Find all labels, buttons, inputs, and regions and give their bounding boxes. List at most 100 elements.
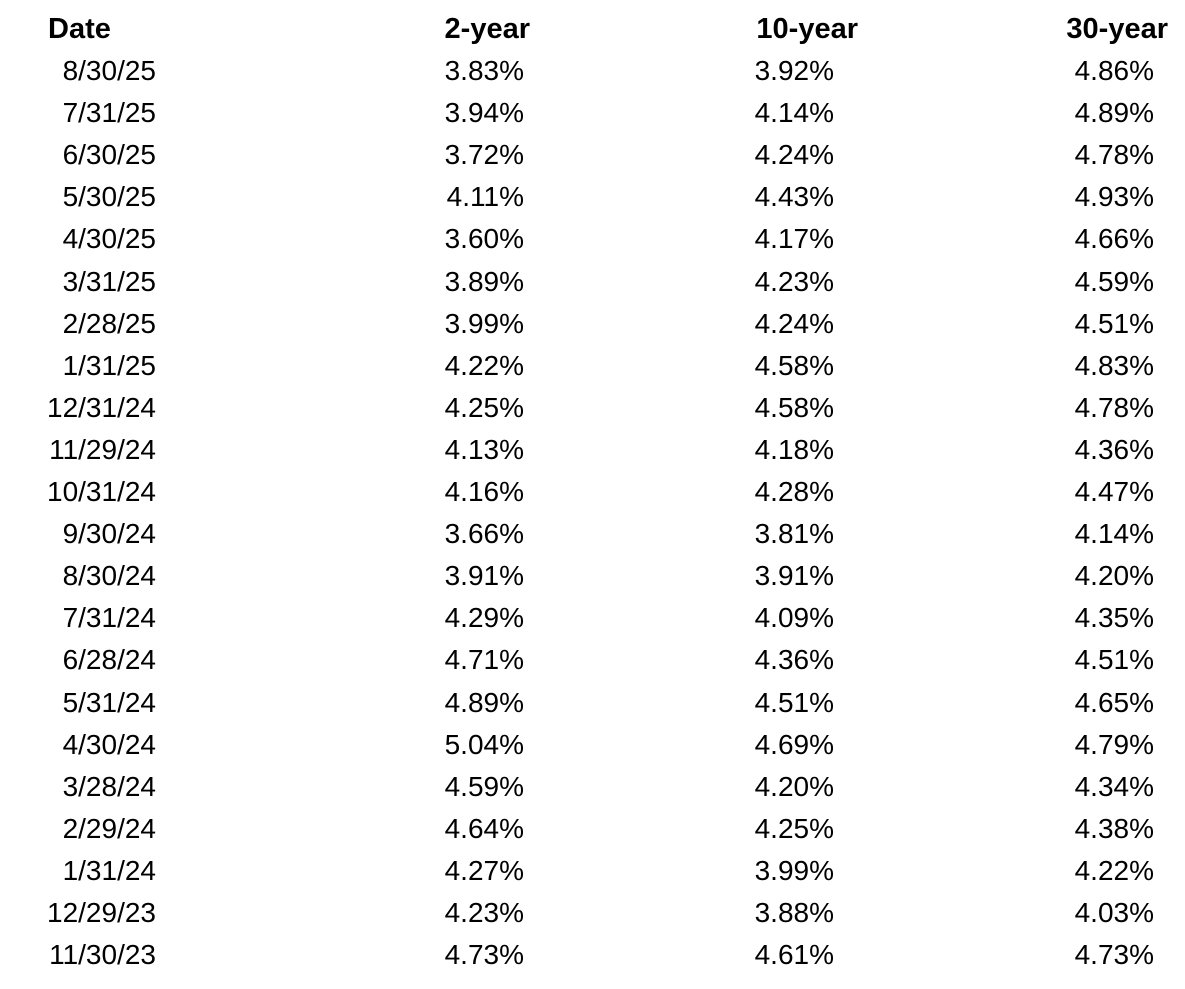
table-row: 6/30/25 3.72% 4.24% 4.78% bbox=[0, 134, 1185, 176]
date-cell: 1/31/24 bbox=[62, 855, 156, 886]
thirty-year-cell: 4.51% bbox=[1074, 308, 1154, 339]
thirty-year-cell: 4.66% bbox=[1074, 223, 1154, 254]
date-cell: 2/28/25 bbox=[62, 308, 156, 339]
thirty-year-cell: 4.89% bbox=[1074, 97, 1154, 128]
header-10-year: 10-year bbox=[756, 13, 858, 45]
date-cell: 6/30/25 bbox=[62, 139, 156, 170]
two-year-cell: 3.94% bbox=[444, 97, 524, 128]
thirty-year-cell: 4.38% bbox=[1074, 813, 1154, 844]
thirty-year-cell: 4.36% bbox=[1074, 434, 1154, 465]
ten-year-cell: 4.28% bbox=[754, 476, 834, 507]
two-year-cell: 4.25% bbox=[444, 392, 524, 423]
thirty-year-cell: 4.47% bbox=[1074, 476, 1154, 507]
thirty-year-cell: 4.03% bbox=[1074, 897, 1154, 928]
ten-year-cell: 4.58% bbox=[754, 392, 834, 423]
ten-year-cell: 4.43% bbox=[754, 181, 834, 212]
date-cell: 5/30/25 bbox=[62, 181, 156, 212]
two-year-cell: 4.59% bbox=[444, 771, 524, 802]
thirty-year-cell: 4.78% bbox=[1074, 139, 1154, 170]
table-row: 7/31/25 3.94% 4.14% 4.89% bbox=[0, 92, 1185, 134]
ten-year-cell: 4.24% bbox=[754, 308, 834, 339]
ten-year-cell: 4.18% bbox=[754, 434, 834, 465]
thirty-year-cell: 4.73% bbox=[1074, 939, 1154, 970]
table-row: 5/30/25 4.11% 4.43% 4.93% bbox=[0, 176, 1185, 218]
date-cell: 8/30/24 bbox=[62, 560, 156, 591]
table-row: 3/28/24 4.59% 4.20% 4.34% bbox=[0, 766, 1185, 808]
date-cell: 11/29/24 bbox=[49, 434, 156, 465]
two-year-cell: 4.64% bbox=[444, 813, 524, 844]
date-cell: 11/30/23 bbox=[49, 939, 156, 970]
date-cell: 9/30/24 bbox=[62, 518, 156, 549]
thirty-year-cell: 4.93% bbox=[1074, 181, 1154, 212]
table-row: 1/31/24 4.27% 3.99% 4.22% bbox=[0, 850, 1185, 892]
table-row: 12/29/23 4.23% 3.88% 4.03% bbox=[0, 892, 1185, 934]
ten-year-cell: 3.81% bbox=[754, 518, 834, 549]
two-year-cell: 3.99% bbox=[444, 308, 524, 339]
ten-year-cell: 4.17% bbox=[754, 223, 834, 254]
date-cell: 6/28/24 bbox=[62, 644, 156, 675]
table-row: 8/30/25 3.83% 3.92% 4.86% bbox=[0, 50, 1185, 92]
thirty-year-cell: 4.35% bbox=[1074, 602, 1154, 633]
date-cell: 10/31/24 bbox=[47, 476, 156, 507]
ten-year-cell: 4.25% bbox=[754, 813, 834, 844]
thirty-year-cell: 4.79% bbox=[1074, 729, 1154, 760]
two-year-cell: 4.16% bbox=[444, 476, 524, 507]
table-row: 8/30/24 3.91% 3.91% 4.20% bbox=[0, 555, 1185, 597]
two-year-cell: 3.83% bbox=[444, 55, 524, 86]
table-row: 4/30/25 3.60% 4.17% 4.66% bbox=[0, 218, 1185, 260]
date-cell: 3/28/24 bbox=[62, 771, 156, 802]
table-row: 12/31/24 4.25% 4.58% 4.78% bbox=[0, 387, 1185, 429]
table-row: 9/30/24 3.66% 3.81% 4.14% bbox=[0, 513, 1185, 555]
two-year-cell: 5.04% bbox=[444, 729, 524, 760]
ten-year-cell: 3.92% bbox=[754, 55, 834, 86]
thirty-year-cell: 4.22% bbox=[1074, 855, 1154, 886]
date-cell: 5/31/24 bbox=[62, 687, 156, 718]
header-30-year: 30-year bbox=[1066, 13, 1168, 45]
ten-year-cell: 3.99% bbox=[754, 855, 834, 886]
table-row: 2/28/25 3.99% 4.24% 4.51% bbox=[0, 303, 1185, 345]
date-cell: 7/31/25 bbox=[62, 97, 156, 128]
table-row: 11/29/24 4.13% 4.18% 4.36% bbox=[0, 429, 1185, 471]
header-row: Date 2-year 10-year 30-year bbox=[0, 8, 1185, 50]
ten-year-cell: 4.61% bbox=[754, 939, 834, 970]
table-row: 2/29/24 4.64% 4.25% 4.38% bbox=[0, 808, 1185, 850]
thirty-year-cell: 4.59% bbox=[1074, 266, 1154, 297]
date-cell: 2/29/24 bbox=[62, 813, 156, 844]
two-year-cell: 3.72% bbox=[444, 139, 524, 170]
table-row: 10/31/24 4.16% 4.28% 4.47% bbox=[0, 471, 1185, 513]
two-year-cell: 4.27% bbox=[444, 855, 524, 886]
ten-year-cell: 4.24% bbox=[754, 139, 834, 170]
thirty-year-cell: 4.83% bbox=[1074, 350, 1154, 381]
table-row: 5/31/24 4.89% 4.51% 4.65% bbox=[0, 682, 1185, 724]
two-year-cell: 3.60% bbox=[444, 223, 524, 254]
ten-year-cell: 4.14% bbox=[754, 97, 834, 128]
ten-year-cell: 3.88% bbox=[754, 897, 834, 928]
two-year-cell: 3.91% bbox=[444, 560, 524, 591]
table-row: 7/31/24 4.29% 4.09% 4.35% bbox=[0, 597, 1185, 639]
two-year-cell: 4.22% bbox=[444, 350, 524, 381]
header-2-year: 2-year bbox=[444, 13, 530, 45]
date-cell: 12/29/23 bbox=[47, 897, 156, 928]
two-year-cell: 4.23% bbox=[444, 897, 524, 928]
table-row: 6/28/24 4.71% 4.36% 4.51% bbox=[0, 639, 1185, 681]
two-year-cell: 4.29% bbox=[444, 602, 524, 633]
two-year-cell: 4.11% bbox=[446, 181, 524, 212]
ten-year-cell: 4.58% bbox=[754, 350, 834, 381]
date-cell: 7/31/24 bbox=[62, 602, 156, 633]
ten-year-cell: 4.51% bbox=[754, 687, 834, 718]
two-year-cell: 4.73% bbox=[444, 939, 524, 970]
two-year-cell: 4.71% bbox=[444, 644, 524, 675]
ten-year-cell: 4.20% bbox=[754, 771, 834, 802]
thirty-year-cell: 4.20% bbox=[1074, 560, 1154, 591]
two-year-cell: 4.89% bbox=[444, 687, 524, 718]
thirty-year-cell: 4.86% bbox=[1074, 55, 1154, 86]
date-cell: 3/31/25 bbox=[62, 266, 156, 297]
thirty-year-cell: 4.34% bbox=[1074, 771, 1154, 802]
thirty-year-cell: 4.14% bbox=[1074, 518, 1154, 549]
ten-year-cell: 4.36% bbox=[754, 644, 834, 675]
ten-year-cell: 3.91% bbox=[754, 560, 834, 591]
two-year-cell: 3.89% bbox=[444, 266, 524, 297]
header-date: Date bbox=[48, 13, 111, 45]
date-cell: 8/30/25 bbox=[62, 55, 156, 86]
